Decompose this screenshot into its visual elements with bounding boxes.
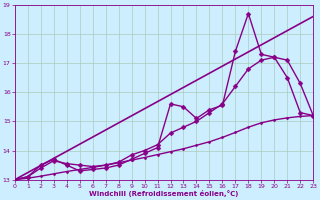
X-axis label: Windchill (Refroidissement éolien,°C): Windchill (Refroidissement éolien,°C) [89,190,239,197]
